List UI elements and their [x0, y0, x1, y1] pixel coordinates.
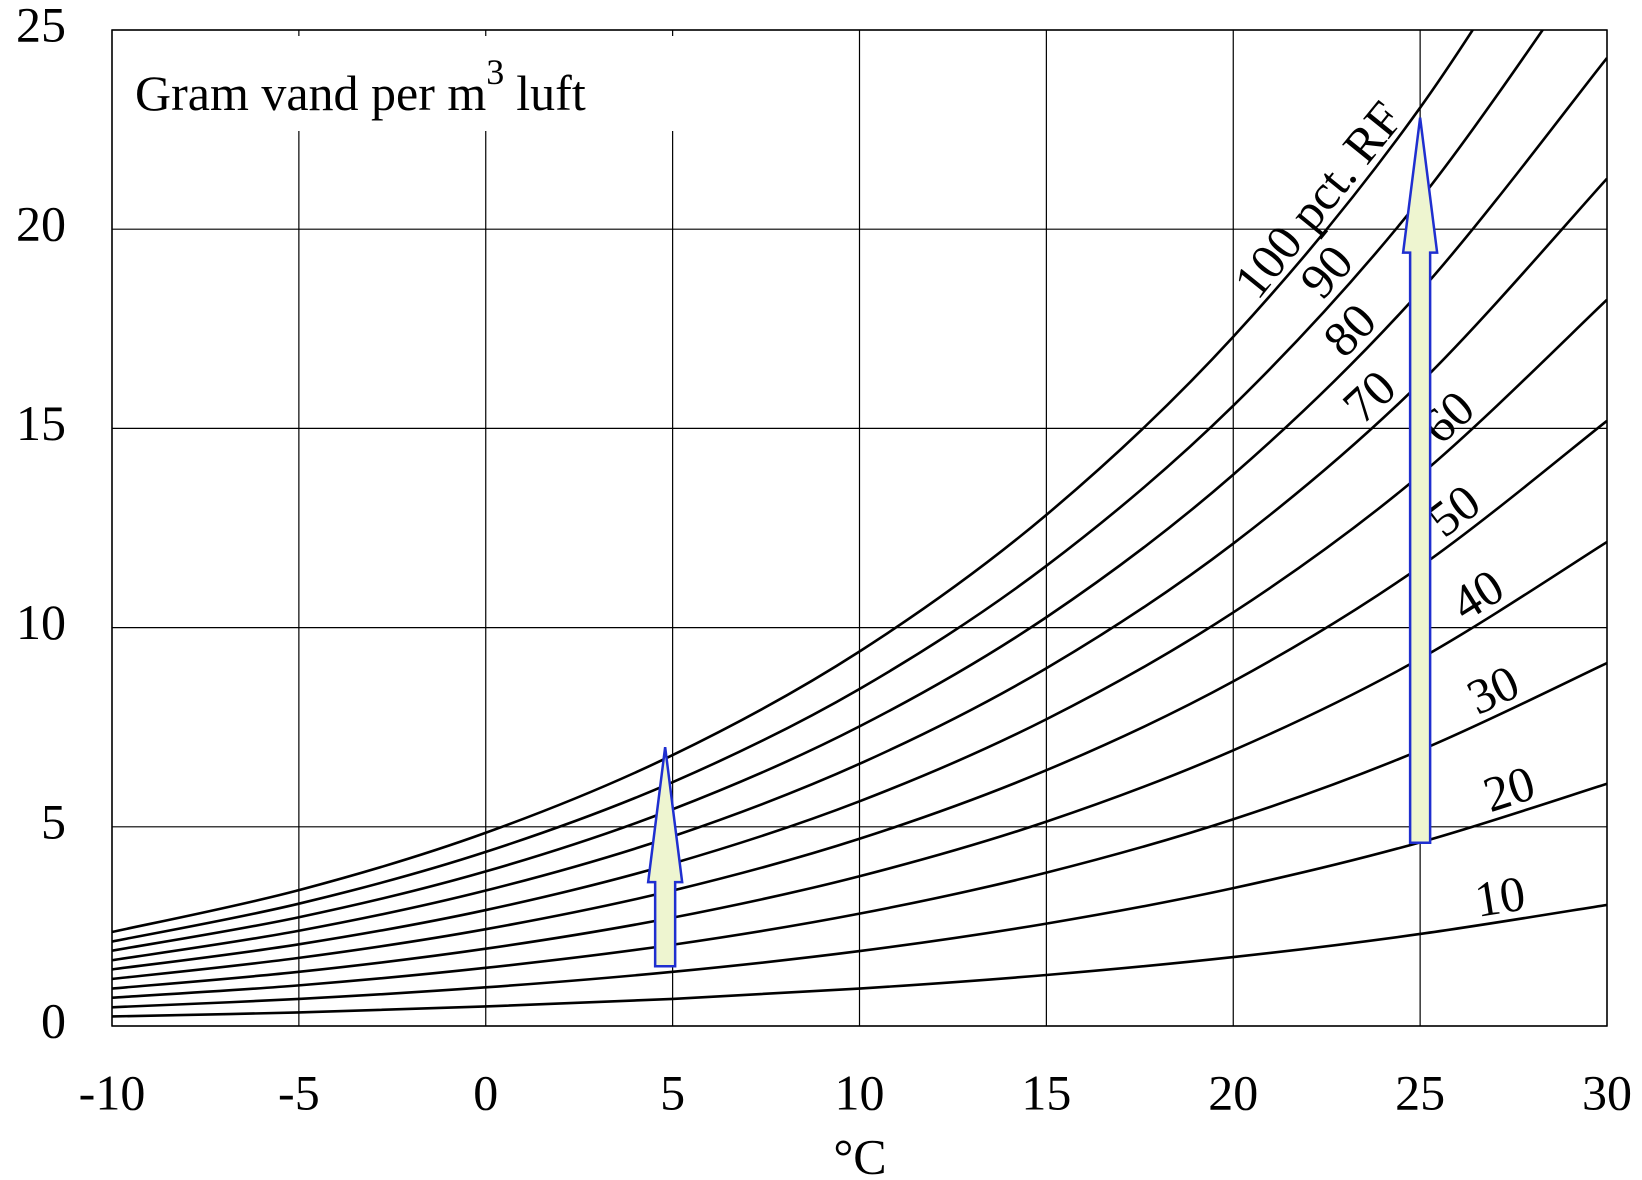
x-tick-label: 0	[473, 1064, 498, 1120]
curve-label: 80	[1312, 292, 1387, 367]
arrow	[646, 746, 684, 968]
curve-label: 20	[1477, 754, 1542, 823]
rh-curve	[112, 30, 1475, 934]
x-tick-label: 15	[1021, 1064, 1071, 1120]
arrow	[1401, 117, 1439, 844]
x-tick-label: 30	[1582, 1064, 1632, 1120]
rh-curve	[112, 419, 1607, 981]
curve-label: 40	[1441, 558, 1513, 632]
rh-curve	[112, 57, 1607, 952]
x-axis-label: °C	[833, 1128, 886, 1180]
y-tick-label: 10	[16, 594, 66, 650]
title-end: luft	[516, 65, 586, 121]
rh-curve	[112, 540, 1607, 990]
plot-frame	[111, 29, 1608, 1027]
chart-title: Gram vand per m3 luft	[135, 52, 586, 121]
x-tick-label: -5	[278, 1064, 320, 1120]
curve-label: 30	[1458, 653, 1527, 725]
rh-curve	[112, 661, 1607, 1000]
title-text: Gram vand per m	[135, 65, 486, 121]
x-tick-label: 5	[660, 1064, 685, 1120]
rh-curve	[112, 903, 1607, 1018]
y-tick-label: 25	[16, 0, 66, 52]
rh-curve	[112, 177, 1607, 962]
rh-curve	[112, 30, 1545, 943]
x-tick-label: -10	[79, 1064, 146, 1120]
rh-curve	[112, 782, 1607, 1009]
y-tick-label: 5	[41, 793, 66, 849]
x-tick-label: 10	[835, 1064, 885, 1120]
rh-curve	[112, 298, 1607, 971]
y-tick-label: 20	[16, 196, 66, 252]
y-tick-label: 15	[16, 395, 66, 451]
x-tick-label: 25	[1395, 1064, 1445, 1120]
curves	[112, 30, 1607, 1018]
title-box	[118, 36, 678, 131]
title-sup: 3	[486, 52, 504, 92]
curve-label: 10	[1471, 865, 1529, 928]
x-tick-label: 20	[1208, 1064, 1258, 1120]
arrows	[646, 117, 1439, 968]
curve-label: 70	[1332, 359, 1407, 434]
y-tick-label: 0	[41, 992, 66, 1048]
